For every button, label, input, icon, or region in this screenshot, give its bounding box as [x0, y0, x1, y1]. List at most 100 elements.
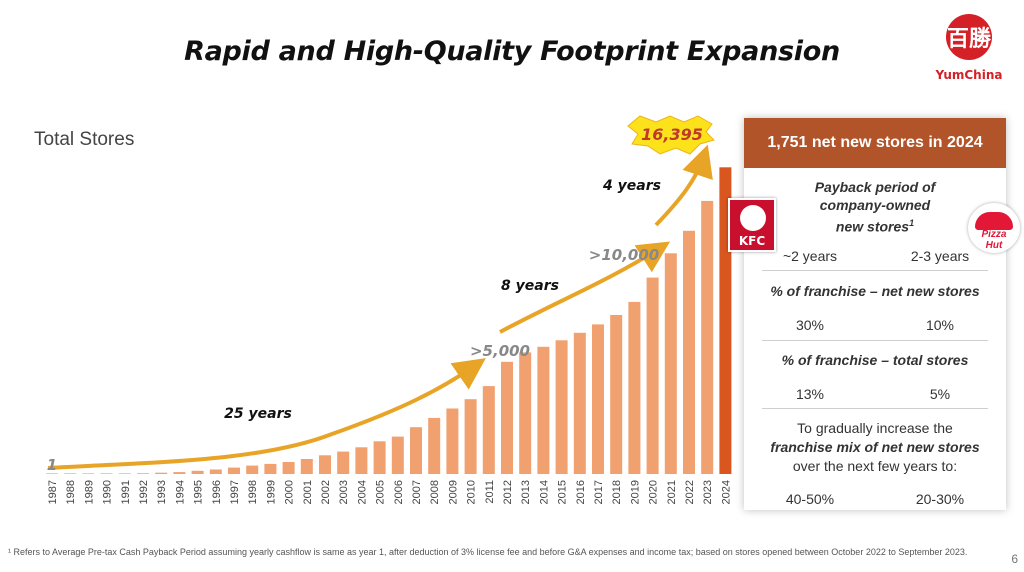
goal-line-3: over the next few years to:	[792, 458, 958, 474]
growth-arrow-3	[654, 144, 713, 227]
x-tick-label: 2020	[648, 480, 660, 504]
x-tick-label: 1998	[247, 480, 259, 504]
bar-2021	[664, 253, 677, 474]
bar-1999	[264, 463, 277, 474]
bar-2010	[464, 399, 477, 474]
bar-2019	[628, 301, 641, 474]
franchise-total-kfc-value: 13%	[795, 386, 825, 402]
kfc-colonel-icon	[740, 205, 766, 231]
x-tick-label: 1988	[65, 480, 77, 504]
bar-2000	[282, 462, 295, 474]
bar-1992	[137, 473, 149, 474]
goal-line-1: To gradually increase the	[797, 420, 953, 436]
franchise-total-title: % of franchise – total stores	[781, 352, 969, 368]
x-tick-label: 2005	[375, 480, 387, 504]
x-tick-label: 1992	[138, 480, 150, 504]
bar-2004	[355, 447, 368, 474]
x-tick-label: 1990	[102, 480, 114, 504]
bar-2002	[319, 455, 331, 474]
goal-line-2: franchise mix of net new stores	[744, 438, 1006, 457]
bar-2022	[683, 230, 695, 474]
chart-title: Total Stores	[34, 129, 135, 150]
payback-pizza-hut-value: 2-3 years	[910, 248, 970, 264]
milestone-10000-label: >10,000	[589, 246, 659, 264]
store-count-chart: 1987 1988 1989 1990 1991 1992 1993 1994 1995 1996…	[46, 115, 732, 504]
x-tick-label: 2001	[302, 480, 314, 504]
yumchina-logo-text: YumChina	[935, 68, 1003, 82]
x-tick-label: 2022	[684, 480, 696, 504]
goal-line-2-text: franchise mix of net new stores	[770, 439, 980, 455]
bar-2016	[573, 332, 586, 474]
x-tick-label: 2003	[338, 480, 350, 504]
footnote: ¹ Refers to Average Pre-tax Cash Payback…	[8, 547, 968, 557]
divider	[762, 270, 988, 271]
payback-title-line-2: company-owned	[819, 197, 931, 213]
page-number: 6	[1011, 552, 1018, 566]
milestone-5000-label: >5,000	[470, 342, 530, 360]
x-tick-label: 2000	[284, 480, 296, 504]
bar-2020	[646, 277, 659, 474]
bar-2001	[300, 459, 313, 474]
net-new-stores-header: 1,751 net new stores in 2024	[744, 118, 1006, 168]
x-tick-label: 1999	[265, 480, 277, 504]
x-tick-label: 2012	[502, 480, 514, 504]
franchise-total-pizza-hut-value: 5%	[929, 386, 951, 402]
starburst-badge	[627, 115, 715, 155]
x-tick-label: 1993	[156, 480, 168, 504]
bar-2007	[410, 427, 422, 474]
x-tick-label: 2018	[611, 480, 623, 504]
franchise-net-new-pizza-hut-value: 10%	[925, 317, 955, 333]
bar-1998	[246, 465, 259, 474]
x-tick-label: 2019	[629, 480, 641, 504]
bar-2017	[592, 324, 604, 474]
pizza-hut-logo: Pizza Hut	[968, 203, 1020, 253]
x-tick-label: 2023	[702, 480, 714, 504]
x-tick-label: 1987	[47, 480, 59, 504]
bar-2003	[337, 451, 350, 474]
bar-2013	[519, 352, 532, 474]
x-tick-label: 1997	[229, 480, 241, 504]
x-tick-label: 2008	[429, 480, 441, 504]
bar-2008	[428, 417, 441, 474]
kfc-logo-text: KFC	[738, 234, 766, 248]
x-tick-label: 2009	[447, 480, 459, 504]
yumchina-logo: 百勝 YumChina	[934, 14, 1002, 94]
kfc-logo: KFC	[728, 198, 776, 252]
franchise-net-new-title: % of franchise – net new stores	[770, 283, 980, 299]
bar-1987	[46, 473, 58, 474]
bar-2023	[701, 200, 714, 474]
bar-2011	[482, 386, 495, 474]
bar-2015	[555, 340, 568, 474]
x-tick-label: 1994	[174, 480, 186, 504]
divider	[762, 408, 988, 409]
x-tick-label: 1995	[193, 480, 205, 504]
bar-2005	[373, 441, 386, 474]
bar-1994	[173, 472, 186, 474]
period-4-years-label: 4 years	[602, 178, 661, 194]
x-tick-label: 2014	[538, 480, 550, 504]
page-title: Rapid and High-Quality Footprint Expansi…	[184, 36, 840, 67]
bar-1989	[82, 473, 95, 474]
pizza-hut-roof-icon	[975, 212, 1013, 230]
payback-title-line-1: Payback period of	[814, 179, 936, 195]
x-tick-label: 2013	[520, 480, 532, 504]
goal-kfc-value: 40-50%	[785, 491, 835, 507]
x-tick-label: 2017	[593, 480, 605, 504]
bar-1988	[64, 473, 77, 474]
growth-arrow-1	[47, 358, 486, 470]
x-tick-label: 2021	[666, 480, 678, 504]
bar-1991	[118, 473, 131, 474]
franchise-net-new-kfc-value: 30%	[795, 317, 825, 333]
x-tick-label: 2002	[320, 480, 332, 504]
x-tick-label: 1991	[120, 480, 132, 504]
x-tick-label: 1996	[211, 480, 223, 504]
payback-title-text: new stores	[835, 218, 910, 235]
bar-1993	[155, 472, 168, 474]
x-tick-label: 2011	[484, 480, 496, 504]
pizza-hut-logo-text: Pizza Hut	[981, 229, 1007, 251]
bar-1995	[191, 470, 204, 474]
x-tick-label: 2004	[356, 480, 368, 504]
yumchina-logo-mark: 百勝	[946, 14, 992, 60]
x-tick-label: 2016	[575, 480, 587, 504]
bar-2014	[537, 346, 550, 474]
